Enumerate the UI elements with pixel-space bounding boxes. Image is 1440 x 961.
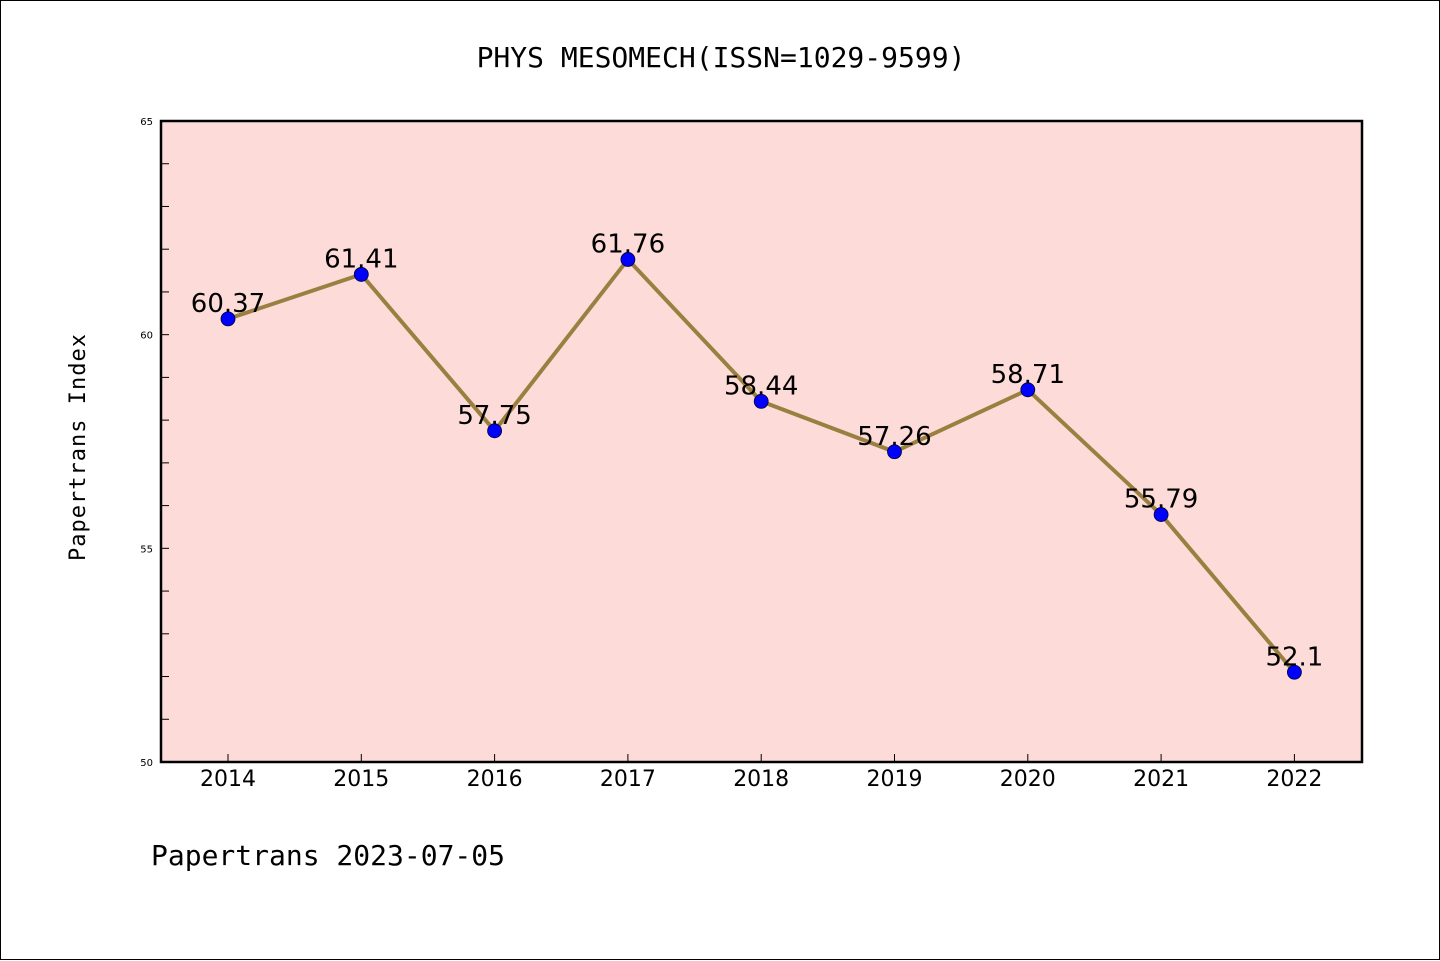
data-label: 58.44 — [724, 371, 798, 401]
chart-title: PHYS MESOMECH(ISSN=1029-9599) — [477, 41, 966, 74]
x-tick-label: 2021 — [1133, 767, 1189, 792]
x-tick-label: 2017 — [600, 767, 656, 792]
y-tick-label: 65 — [140, 117, 153, 128]
plot-border — [159, 119, 1364, 764]
footer-text: Papertrans 2023-07-05 — [151, 839, 505, 872]
x-tick-label: 2016 — [467, 767, 523, 792]
data-point — [220, 311, 236, 327]
y-tick-label: 60 — [140, 331, 153, 342]
x-tick-label: 2019 — [867, 767, 923, 792]
data-label: 52.1 — [1265, 642, 1323, 672]
data-label: 57.26 — [857, 422, 931, 452]
data-label: 55.79 — [1124, 485, 1198, 515]
x-tick-label: 2014 — [200, 767, 256, 792]
data-label: 61.41 — [324, 244, 398, 274]
x-tick-label: 2015 — [333, 767, 389, 792]
data-point — [887, 444, 902, 460]
data-labels: 60.37 61.41 57.75 61.76 58.44 57.26 58.71 55.79… — [191, 229, 1324, 672]
data-points — [220, 252, 1302, 680]
x-tick-label: 2018 — [733, 767, 789, 792]
data-point — [353, 267, 369, 282]
data-point — [1153, 507, 1169, 522]
x-tick-label: 2022 — [1266, 767, 1322, 792]
data-label: 60.37 — [191, 289, 265, 319]
data-label: 57.75 — [457, 401, 531, 431]
data-point — [620, 252, 636, 267]
y-axis: 50 55 60 65 — [140, 117, 169, 769]
data-label: 58.71 — [991, 360, 1065, 390]
y-tick-label: 55 — [140, 544, 153, 555]
data-point — [753, 393, 769, 409]
data-label: 61.76 — [591, 229, 665, 259]
y-axis-label: Papertrans Index — [66, 333, 91, 561]
x-tick-label: 2020 — [1000, 767, 1056, 792]
plot-area — [161, 121, 1362, 762]
data-point — [1287, 664, 1302, 680]
data-point — [487, 423, 503, 439]
data-point — [1020, 382, 1036, 398]
y-tick-label: 50 — [140, 758, 153, 769]
x-axis: 2014 2015 2016 2017 2018 2019 2020 2021 2022 — [200, 754, 1322, 792]
